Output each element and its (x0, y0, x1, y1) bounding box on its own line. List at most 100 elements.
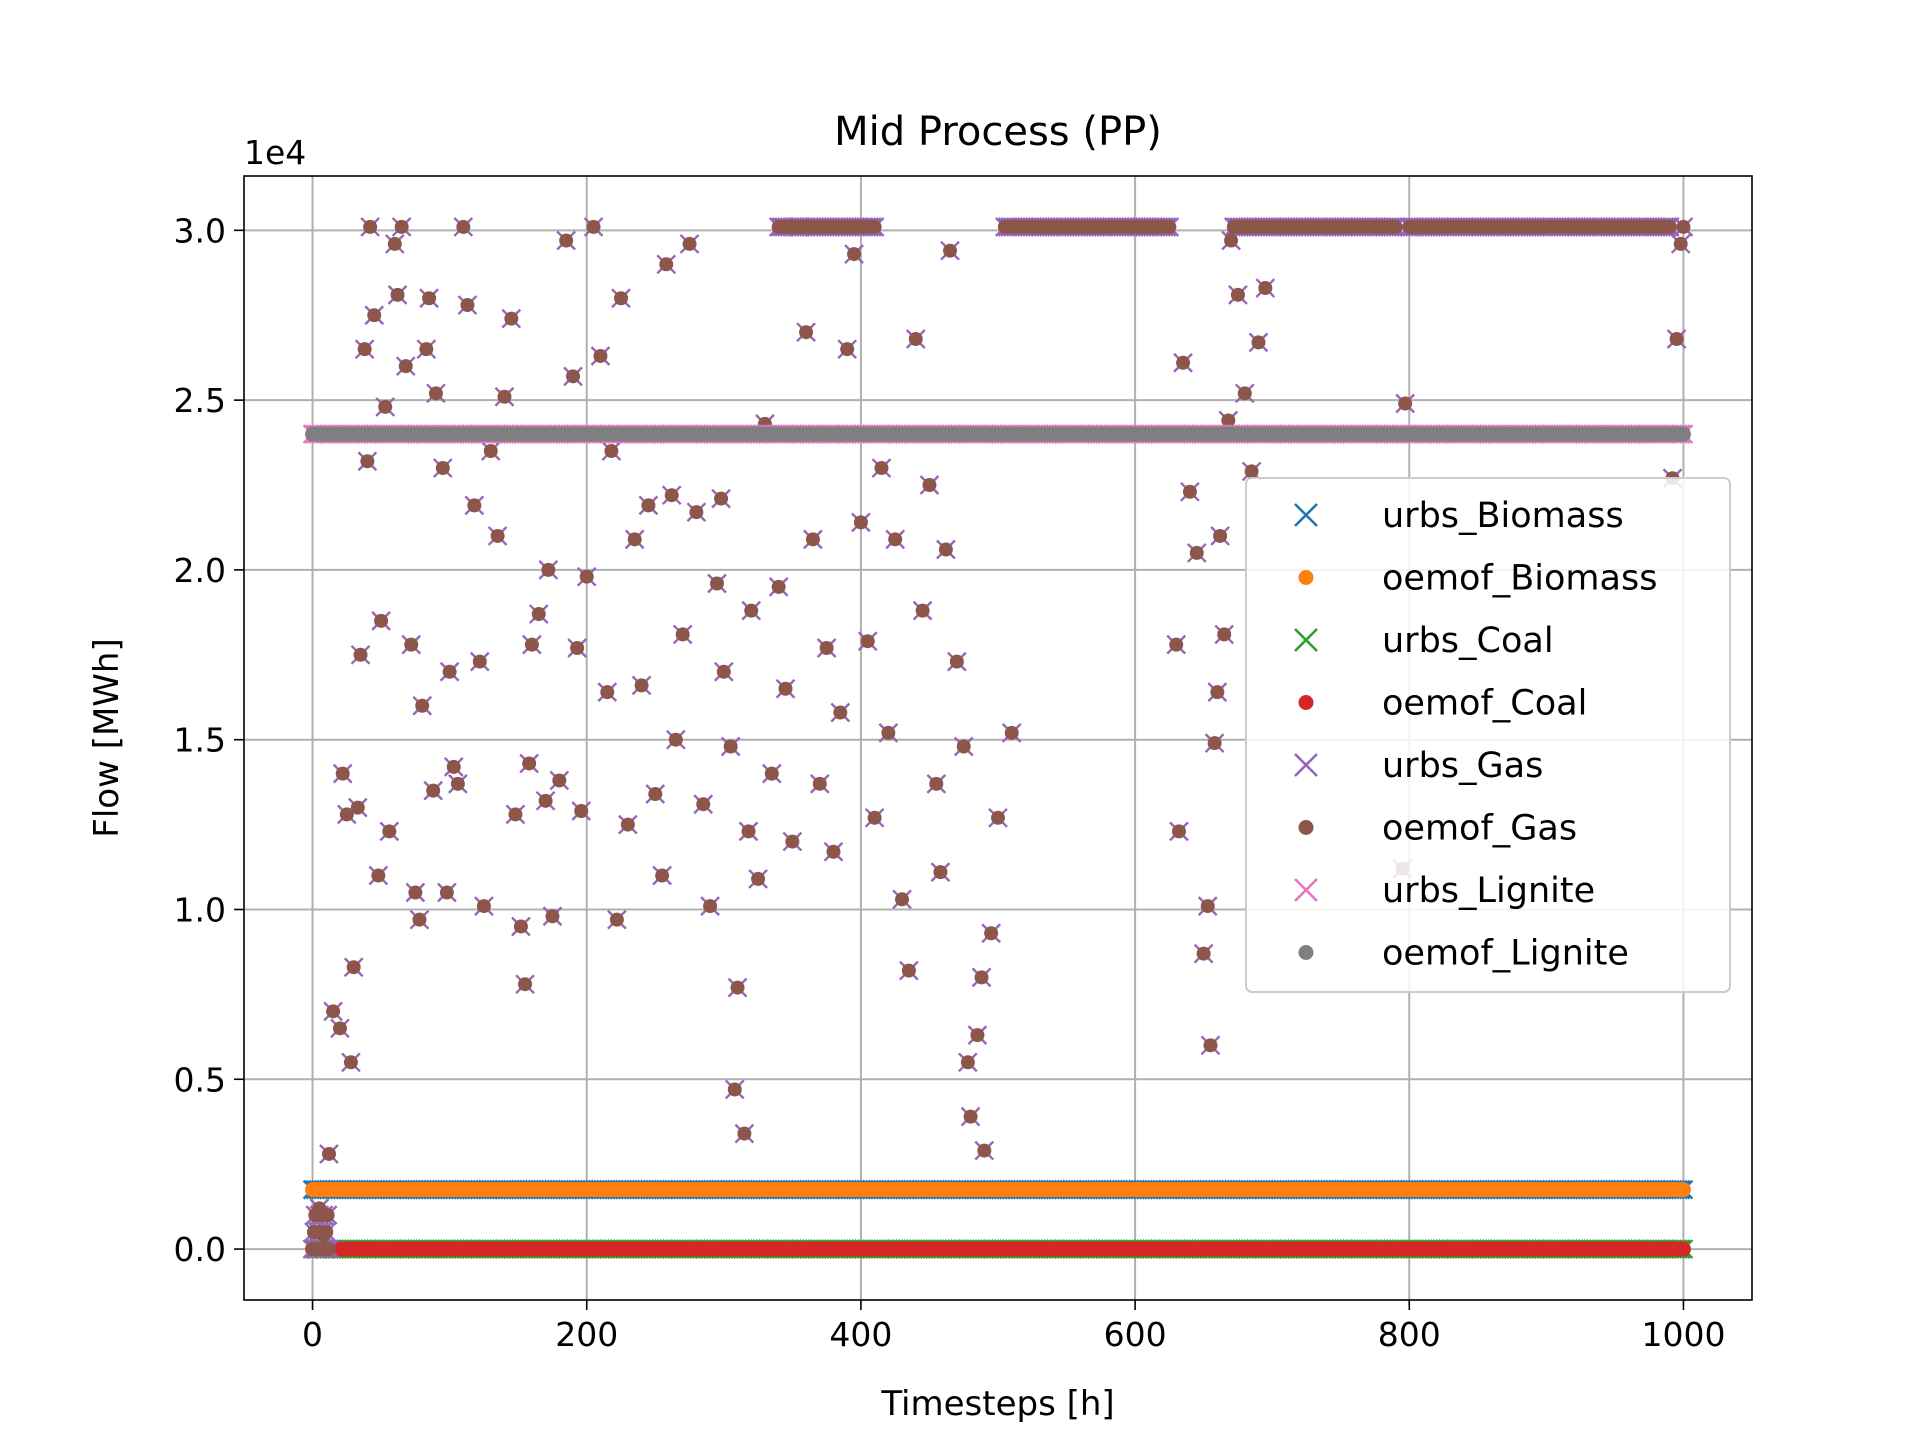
x-tick-label: 800 (1378, 1315, 1441, 1354)
point (472, 654, 487, 669)
legend-label: oemof_Gas (1382, 809, 1577, 849)
point (316, 1228, 331, 1243)
point (1169, 637, 1184, 652)
point (350, 800, 365, 815)
legend-label: oemof_Biomass (1382, 559, 1657, 599)
point (1221, 413, 1236, 428)
point (1182, 484, 1197, 499)
point (382, 824, 397, 839)
legend-label: urbs_Gas (1382, 746, 1543, 786)
point (531, 607, 546, 622)
point (404, 637, 419, 652)
point (552, 773, 567, 788)
point (346, 960, 361, 975)
point (655, 868, 670, 883)
x-tick-label: 0 (302, 1315, 323, 1354)
point (321, 1242, 336, 1257)
point (867, 810, 882, 825)
point (1675, 1241, 1691, 1257)
point (819, 641, 834, 656)
point (908, 331, 923, 346)
point (522, 756, 537, 771)
point (456, 219, 471, 234)
series-oemof-gas (305, 219, 1691, 1257)
point (1675, 1182, 1691, 1198)
point (620, 817, 635, 832)
legend-item: urbs_Gas (1294, 746, 1543, 786)
point (415, 698, 430, 713)
point (771, 579, 786, 594)
y-offset-label: 1e4 (244, 133, 306, 172)
point (570, 641, 585, 656)
point (1203, 1038, 1218, 1053)
point (1162, 219, 1177, 234)
point (737, 1126, 752, 1141)
point (1398, 396, 1413, 411)
point (826, 844, 841, 859)
point (792, 219, 807, 234)
legend: urbs_Biomass oemof_Biomass urbs_Coal oemof_… (1245, 477, 1731, 993)
point (778, 681, 793, 696)
point (984, 926, 999, 941)
legend-label: urbs_Coal (1382, 621, 1554, 661)
point (435, 461, 450, 476)
point (1662, 219, 1677, 234)
legend-item: urbs_Coal (1294, 621, 1554, 661)
point (398, 359, 413, 374)
y-tick-label: 0.5 (174, 1060, 226, 1099)
point (412, 912, 427, 927)
point (335, 766, 350, 781)
point (353, 647, 368, 662)
point (696, 797, 711, 812)
point (682, 236, 697, 251)
point (1171, 824, 1186, 839)
point (689, 505, 704, 520)
point (545, 909, 560, 924)
point (840, 342, 855, 357)
point (703, 899, 718, 914)
point (1251, 335, 1266, 350)
legend-marker (1298, 945, 1314, 960)
point (853, 515, 868, 530)
point (1207, 736, 1222, 751)
point (744, 603, 759, 618)
point (751, 871, 766, 886)
point (977, 1143, 992, 1158)
point (723, 739, 738, 754)
legend-marker (1294, 753, 1318, 777)
ticks: 0 200 400 600 800 1000 0.0 0.5 1.0 1.5 2.0 2.5 3.0 (174, 211, 1726, 1354)
point (659, 257, 674, 272)
point (727, 1082, 742, 1097)
point (1676, 219, 1691, 234)
point (343, 1055, 358, 1070)
point (1237, 386, 1252, 401)
point (1265, 219, 1280, 234)
legend-item: oemof_Gas (1298, 809, 1577, 849)
point (321, 1146, 336, 1161)
point (332, 1021, 347, 1036)
point (741, 824, 756, 839)
point (419, 342, 434, 357)
point (513, 919, 528, 934)
point (600, 685, 615, 700)
point (1200, 899, 1215, 914)
point (541, 562, 556, 577)
point (559, 233, 574, 248)
legend-marker (1294, 628, 1318, 652)
x-tick-label: 200 (555, 1315, 618, 1354)
point (634, 678, 649, 693)
point (586, 219, 601, 234)
point (378, 399, 393, 414)
point (387, 236, 402, 251)
point (929, 776, 944, 791)
point (641, 498, 656, 513)
legend-marker (1298, 570, 1314, 585)
point (949, 654, 964, 669)
point (476, 899, 491, 914)
x-tick-label: 400 (829, 1315, 892, 1354)
point (483, 444, 498, 459)
point (714, 491, 729, 506)
point (371, 868, 386, 883)
point (1189, 545, 1204, 560)
